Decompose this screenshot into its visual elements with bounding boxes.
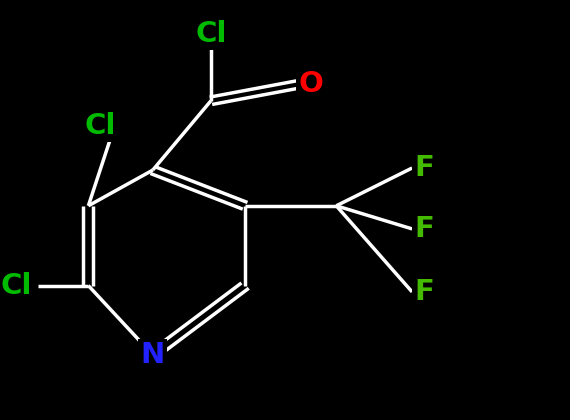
Text: F: F — [415, 154, 434, 182]
Text: F: F — [415, 215, 434, 243]
Text: Cl: Cl — [84, 112, 116, 140]
Text: Cl: Cl — [195, 20, 227, 47]
Text: F: F — [415, 278, 434, 306]
Text: Cl: Cl — [0, 272, 32, 299]
Text: O: O — [298, 70, 323, 98]
Text: N: N — [141, 341, 165, 369]
